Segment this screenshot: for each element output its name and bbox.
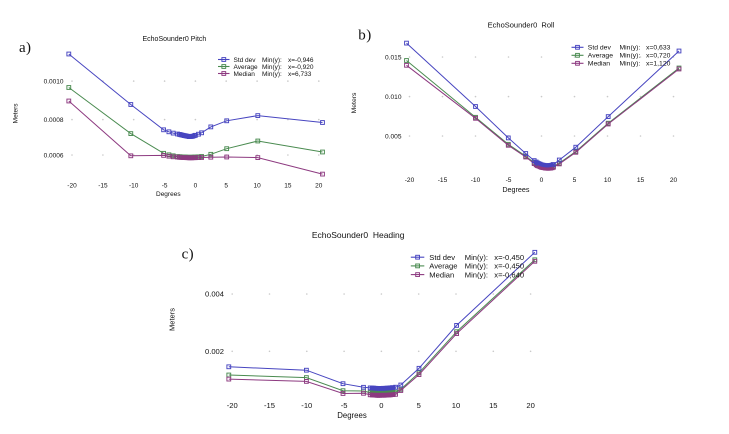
svg-text:5: 5 <box>417 401 421 410</box>
svg-text:Min(y):: Min(y): <box>465 262 488 271</box>
svg-text:Degrees: Degrees <box>156 191 181 198</box>
svg-text:0.002: 0.002 <box>205 347 224 356</box>
svg-text:15: 15 <box>284 183 292 190</box>
svg-text:Min(y):: Min(y): <box>620 53 641 60</box>
svg-text:Average: Average <box>588 53 613 60</box>
svg-text:x=6,733: x=6,733 <box>288 71 312 78</box>
svg-text:20: 20 <box>670 177 678 184</box>
svg-text:0.0006: 0.0006 <box>44 152 64 159</box>
svg-text:EchoSounder0 Heading: EchoSounder0 Heading <box>312 230 405 240</box>
svg-text:Meters: Meters <box>13 103 20 124</box>
svg-text:-5: -5 <box>162 183 168 190</box>
svg-text:0.0010: 0.0010 <box>44 78 64 85</box>
svg-text:0: 0 <box>540 177 544 184</box>
svg-text:Std dev: Std dev <box>429 253 455 262</box>
svg-text:Meters: Meters <box>351 92 358 113</box>
svg-text:20: 20 <box>526 401 534 410</box>
svg-text:x=-0,450: x=-0,450 <box>494 262 524 271</box>
svg-text:x=0,720: x=0,720 <box>646 53 671 60</box>
svg-text:Std dev: Std dev <box>588 45 612 52</box>
svg-text:Degrees: Degrees <box>337 411 367 420</box>
svg-text:15: 15 <box>637 177 645 184</box>
svg-text:10: 10 <box>604 177 612 184</box>
svg-text:x=-0,450: x=-0,450 <box>494 253 524 262</box>
svg-text:0.005: 0.005 <box>385 133 402 140</box>
svg-text:15: 15 <box>489 401 497 410</box>
svg-text:-15: -15 <box>264 401 275 410</box>
svg-text:b): b) <box>358 27 371 43</box>
svg-text:Median: Median <box>588 61 611 68</box>
svg-text:-5: -5 <box>341 401 348 410</box>
svg-text:x=-0,920: x=-0,920 <box>288 64 314 71</box>
svg-text:c): c) <box>182 246 194 262</box>
svg-text:-15: -15 <box>98 183 108 190</box>
svg-text:10: 10 <box>452 401 460 410</box>
svg-text:Median: Median <box>429 270 454 279</box>
svg-text:-20: -20 <box>405 177 415 184</box>
svg-text:Average: Average <box>429 262 457 271</box>
svg-text:Min(y):: Min(y): <box>465 253 488 262</box>
svg-text:-10: -10 <box>471 177 481 184</box>
svg-text:x=0,633: x=0,633 <box>646 45 671 52</box>
svg-text:0.004: 0.004 <box>205 290 224 299</box>
svg-text:Average: Average <box>234 64 258 71</box>
svg-text:Min(y):: Min(y): <box>620 45 641 52</box>
svg-text:Min(y):: Min(y): <box>262 71 282 78</box>
svg-text:10: 10 <box>253 183 261 190</box>
svg-text:-10: -10 <box>129 183 139 190</box>
svg-text:Min(y):: Min(y): <box>620 61 641 68</box>
svg-text:x=1,120: x=1,120 <box>646 61 671 68</box>
svg-text:-15: -15 <box>438 177 448 184</box>
svg-text:EchoSounder0 Pitch: EchoSounder0 Pitch <box>142 36 206 43</box>
svg-text:Std dev: Std dev <box>234 57 257 64</box>
svg-text:20: 20 <box>315 183 323 190</box>
svg-text:Min(y):: Min(y): <box>465 270 488 279</box>
svg-text:-20: -20 <box>67 183 77 190</box>
svg-text:0.0008: 0.0008 <box>44 117 64 124</box>
svg-text:-10: -10 <box>301 401 312 410</box>
svg-text:Meters: Meters <box>167 308 176 331</box>
svg-text:Degrees: Degrees <box>502 185 530 194</box>
svg-text:a): a) <box>19 40 31 56</box>
svg-text:Min(y):: Min(y): <box>262 64 282 71</box>
svg-text:5: 5 <box>224 183 228 190</box>
svg-text:x=-0,640: x=-0,640 <box>494 270 524 279</box>
svg-text:x=-0,946: x=-0,946 <box>288 57 314 64</box>
svg-text:-5: -5 <box>506 177 512 184</box>
svg-text:0: 0 <box>194 183 198 190</box>
svg-text:EchoSounder0 Roll: EchoSounder0 Roll <box>488 21 555 30</box>
svg-text:Min(y):: Min(y): <box>262 57 282 64</box>
svg-text:5: 5 <box>573 177 577 184</box>
svg-text:Median: Median <box>234 71 256 78</box>
svg-text:0.015: 0.015 <box>385 54 402 61</box>
svg-text:0: 0 <box>379 401 383 410</box>
svg-text:0.010: 0.010 <box>385 94 402 101</box>
svg-text:-20: -20 <box>227 401 238 410</box>
